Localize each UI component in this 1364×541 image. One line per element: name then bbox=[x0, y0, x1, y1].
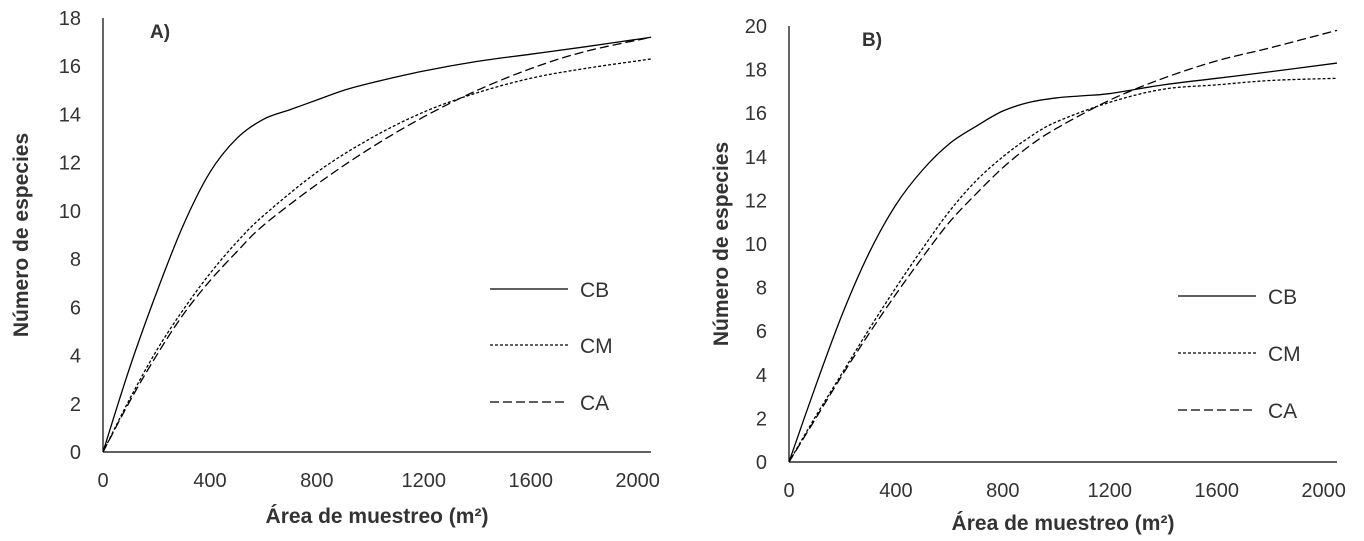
y-tick-label: 12 bbox=[745, 190, 767, 212]
x-tick-label: 0 bbox=[783, 480, 794, 502]
x-tick-label: 800 bbox=[986, 480, 1019, 502]
y-tick-label: 6 bbox=[756, 321, 767, 343]
legend-label: CA bbox=[1268, 400, 1297, 423]
y-tick-label: 2 bbox=[756, 408, 767, 430]
x-tick-label: 2000 bbox=[615, 470, 660, 492]
x-tick-label: 1200 bbox=[402, 470, 447, 492]
x-tick-label: 2000 bbox=[1301, 480, 1346, 502]
y-tick-label: 20 bbox=[745, 16, 767, 38]
y-tick-label: 0 bbox=[70, 442, 81, 464]
y-axis-title: Número de especies bbox=[710, 142, 733, 346]
y-tick-label: 0 bbox=[756, 452, 767, 474]
legend-label: CB bbox=[1268, 286, 1297, 309]
x-tick-label: 400 bbox=[193, 470, 226, 492]
x-tick-label: 1600 bbox=[508, 470, 553, 492]
y-tick-label: 14 bbox=[745, 147, 767, 169]
y-tick-label: 6 bbox=[70, 297, 81, 319]
series-line-cb bbox=[102, 36, 652, 453]
y-tick-label: 16 bbox=[59, 56, 81, 78]
x-tick-label: 400 bbox=[879, 480, 912, 502]
legend-label: CM bbox=[1268, 343, 1301, 366]
x-tick-label: 800 bbox=[300, 470, 333, 492]
y-tick-label: 4 bbox=[756, 365, 767, 387]
series-line-ca bbox=[102, 36, 652, 453]
legend-label: CB bbox=[580, 279, 609, 302]
panel-b-chart: 0 2 4 6 8 10 12 14 16 18 20 0 400 800 1200 1600 2000 B) Ár… bbox=[710, 16, 1346, 535]
series-line-ca bbox=[788, 29, 1338, 463]
y-tick-label: 18 bbox=[59, 8, 81, 30]
y-tick-label: 16 bbox=[745, 103, 767, 125]
panel-title: A) bbox=[150, 22, 170, 43]
panel-a-chart: 0 2 4 6 8 10 12 14 16 18 0 400 800 1200 1600 2000 A) Área… bbox=[10, 8, 660, 528]
y-tick-label: 8 bbox=[70, 249, 81, 271]
series-line-cb bbox=[788, 62, 1338, 463]
legend-label: CA bbox=[580, 392, 609, 415]
x-tick-label: 0 bbox=[97, 470, 108, 492]
legend-label: CM bbox=[580, 335, 613, 358]
series-line-cm bbox=[102, 58, 652, 453]
y-axis-title: Número de especies bbox=[10, 133, 33, 337]
y-tick-label: 10 bbox=[745, 234, 767, 256]
y-tick-label: 2 bbox=[70, 394, 81, 416]
x-tick-label: 1200 bbox=[1088, 480, 1133, 502]
y-tick-label: 10 bbox=[59, 201, 81, 223]
y-tick-label: 8 bbox=[756, 278, 767, 300]
y-tick-label: 14 bbox=[59, 104, 81, 126]
x-tick-label: 1600 bbox=[1194, 480, 1239, 502]
x-axis-title: Área de muestreo (m²) bbox=[952, 512, 1175, 535]
y-tick-label: 18 bbox=[745, 60, 767, 82]
y-tick-label: 4 bbox=[70, 346, 81, 368]
panel-title: B) bbox=[862, 30, 882, 51]
y-tick-label: 12 bbox=[59, 153, 81, 175]
series-line-cm bbox=[788, 77, 1338, 463]
x-axis-title: Área de muestreo (m²) bbox=[266, 505, 489, 528]
